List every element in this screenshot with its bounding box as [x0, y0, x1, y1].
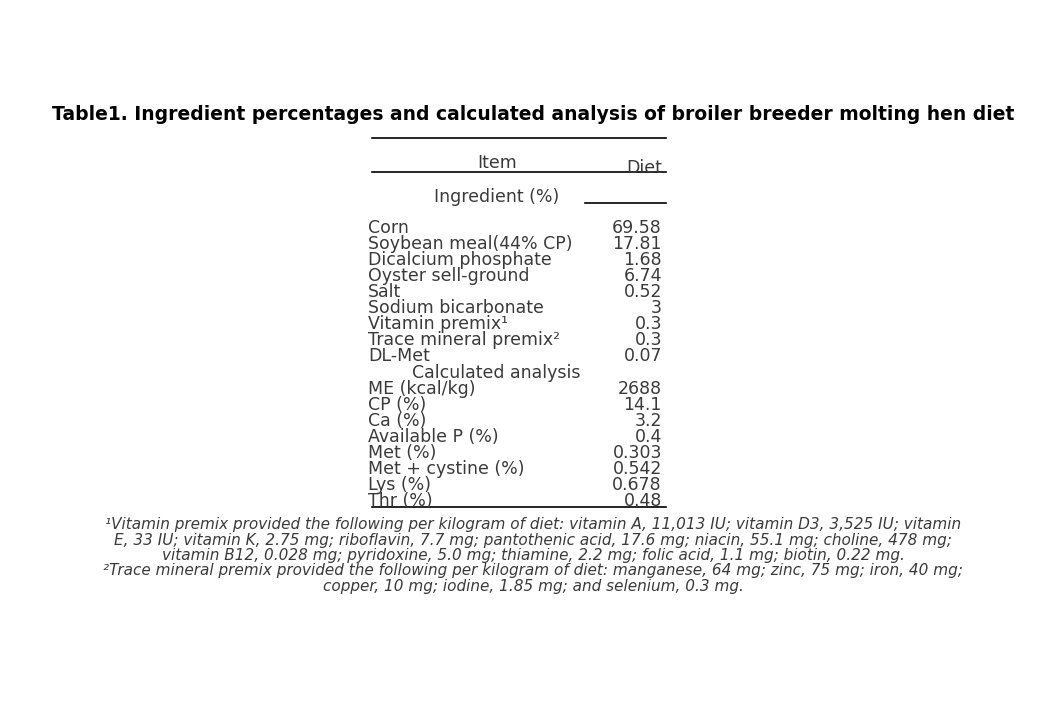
Text: ¹Vitamin premix provided the following per kilogram of diet: vitamin A, 11,013 I: ¹Vitamin premix provided the following p…: [105, 518, 961, 532]
Text: 0.3: 0.3: [634, 315, 662, 333]
Text: Table1. Ingredient percentages and calculated analysis of broiler breeder moltin: Table1. Ingredient percentages and calcu…: [52, 105, 1014, 124]
Text: ME (kcal/kg): ME (kcal/kg): [368, 380, 475, 398]
Text: CP (%): CP (%): [368, 396, 426, 414]
Text: 2688: 2688: [618, 380, 662, 398]
Text: Ingredient (%): Ingredient (%): [434, 188, 560, 206]
Text: 0.52: 0.52: [623, 282, 662, 301]
Text: DL-Met: DL-Met: [368, 347, 430, 365]
Text: 0.678: 0.678: [613, 476, 662, 494]
Text: 0.4: 0.4: [634, 428, 662, 446]
Text: Corn: Corn: [368, 219, 409, 237]
Text: 14.1: 14.1: [624, 396, 662, 414]
Text: 3.2: 3.2: [634, 412, 662, 430]
Text: 3: 3: [651, 299, 662, 317]
Text: Calculated analysis: Calculated analysis: [413, 364, 581, 382]
Text: Vitamin premix¹: Vitamin premix¹: [368, 315, 508, 333]
Text: 0.542: 0.542: [613, 460, 662, 478]
Text: E, 33 IU; vitamin K, 2.75 mg; riboflavin, 7.7 mg; pantothenic acid, 17.6 mg; nia: E, 33 IU; vitamin K, 2.75 mg; riboflavin…: [114, 533, 952, 548]
Text: vitamin B12, 0.028 mg; pyridoxine, 5.0 mg; thiamine, 2.2 mg; folic acid, 1.1 mg;: vitamin B12, 0.028 mg; pyridoxine, 5.0 m…: [161, 548, 905, 563]
Text: 69.58: 69.58: [613, 219, 662, 237]
Text: Trace mineral premix²: Trace mineral premix²: [368, 331, 560, 349]
Text: Thr (%): Thr (%): [368, 492, 433, 510]
Text: 6.74: 6.74: [623, 267, 662, 285]
Text: Dicalcium phosphate: Dicalcium phosphate: [368, 251, 551, 269]
Text: 1.68: 1.68: [623, 251, 662, 269]
Text: Item: Item: [477, 154, 517, 172]
Text: 0.48: 0.48: [624, 492, 662, 510]
Text: Ca (%): Ca (%): [368, 412, 426, 430]
Text: copper, 10 mg; iodine, 1.85 mg; and selenium, 0.3 mg.: copper, 10 mg; iodine, 1.85 mg; and sele…: [322, 579, 744, 594]
Text: Salt: Salt: [368, 282, 401, 301]
Text: Met (%): Met (%): [368, 444, 436, 462]
Text: Sodium bicarbonate: Sodium bicarbonate: [368, 299, 544, 317]
Text: 0.3: 0.3: [634, 331, 662, 349]
Text: Diet: Diet: [626, 159, 662, 177]
Text: ²Trace mineral premix provided the following per kilogram of diet: manganese, 64: ²Trace mineral premix provided the follo…: [103, 564, 963, 579]
Text: Soybean meal(44% CP): Soybean meal(44% CP): [368, 235, 572, 253]
Text: Oyster sell-ground: Oyster sell-ground: [368, 267, 529, 285]
Text: Met + cystine (%): Met + cystine (%): [368, 460, 524, 478]
Text: 17.81: 17.81: [613, 235, 662, 253]
Text: 0.07: 0.07: [623, 347, 662, 365]
Text: 0.303: 0.303: [613, 444, 662, 462]
Text: Lys (%): Lys (%): [368, 476, 431, 494]
Text: Available P (%): Available P (%): [368, 428, 498, 446]
